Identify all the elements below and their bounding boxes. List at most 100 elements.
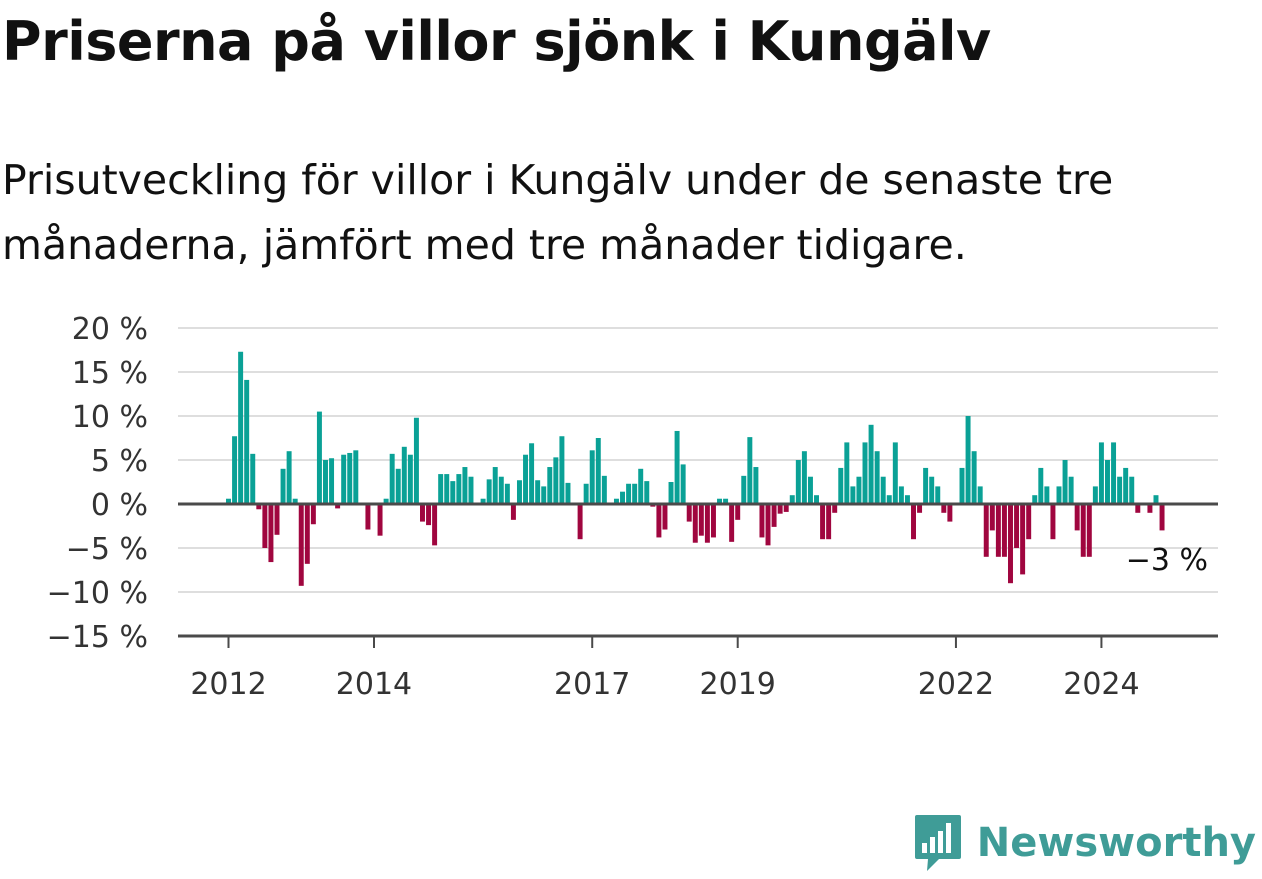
bar [389, 453, 395, 504]
bar [268, 504, 274, 563]
bar [807, 476, 813, 504]
bar [1147, 504, 1153, 513]
bar [286, 451, 292, 504]
last-value-label: −3 % [1126, 543, 1208, 578]
bar [826, 504, 832, 540]
bar [1032, 495, 1038, 504]
bar [989, 504, 995, 531]
bar [529, 443, 535, 504]
bar [662, 504, 668, 530]
bar [510, 504, 516, 520]
bar [729, 504, 735, 542]
bar [595, 438, 601, 504]
bar [1020, 504, 1026, 575]
bar [498, 476, 504, 504]
bar [959, 467, 965, 504]
bar [523, 454, 529, 504]
bar [256, 504, 262, 510]
bar [292, 498, 298, 504]
bar [965, 416, 971, 504]
bar [565, 482, 571, 504]
bar [347, 452, 353, 504]
bar [801, 451, 807, 504]
bar [638, 468, 644, 504]
bar [983, 504, 989, 557]
bar [480, 498, 486, 504]
bar [395, 468, 401, 504]
bar [250, 453, 256, 504]
bar [583, 483, 589, 504]
bar [941, 504, 947, 513]
bar [929, 476, 935, 504]
bar [432, 504, 438, 546]
bar [462, 467, 468, 504]
x-tick-label: 2019 [700, 667, 776, 702]
bar [1086, 504, 1092, 557]
bar [413, 417, 419, 504]
bar [547, 467, 553, 504]
bar [280, 468, 286, 504]
bar [880, 476, 886, 504]
bar [262, 504, 268, 548]
bar [426, 504, 432, 526]
bar [553, 457, 559, 504]
y-tick-label: 0 % [91, 488, 148, 523]
bar [323, 460, 328, 504]
bar [450, 481, 456, 504]
bar [789, 495, 795, 504]
bar [1056, 486, 1062, 504]
bar [741, 475, 747, 504]
bar [838, 467, 844, 504]
bar [686, 504, 692, 522]
bar [316, 411, 322, 504]
bar [971, 451, 977, 504]
bar [814, 495, 819, 504]
bar [710, 504, 716, 538]
bar [1044, 486, 1050, 504]
bar [1074, 504, 1080, 531]
bar [541, 486, 547, 504]
bar [1026, 504, 1032, 540]
bar [304, 504, 310, 564]
bar [698, 504, 704, 536]
bar [898, 486, 904, 504]
bar [704, 504, 710, 543]
bar [1105, 460, 1110, 504]
x-tick-label: 2017 [554, 667, 630, 702]
bar [820, 504, 826, 540]
bar [911, 504, 916, 540]
bar [516, 480, 522, 504]
bar [856, 476, 862, 504]
bar [1001, 504, 1007, 557]
bar [692, 504, 698, 543]
bar [735, 504, 741, 520]
x-tick-label: 2014 [336, 667, 412, 702]
bar [577, 504, 583, 540]
bar [656, 504, 662, 538]
bar [668, 482, 674, 504]
bar [407, 454, 413, 504]
brand-name: Newsworthy [976, 820, 1256, 866]
brand-logo: Newsworthy [913, 813, 1256, 873]
bar [862, 442, 868, 504]
y-tick-label: −15 % [47, 620, 148, 655]
bar [832, 504, 838, 513]
bar [613, 498, 619, 504]
chart-title: Priserna på villor sjönk i Kungälv [2, 10, 991, 73]
bar [1129, 476, 1135, 504]
bar [238, 351, 244, 504]
bar [1050, 504, 1056, 540]
bar [1038, 467, 1044, 504]
bar [632, 483, 638, 504]
bar [353, 450, 359, 504]
bar [886, 495, 892, 504]
bar [771, 504, 777, 527]
bar [977, 486, 983, 504]
chart-subtitle: Prisutveckling för villor i Kungälv unde… [2, 156, 1114, 269]
bar [717, 498, 723, 504]
bar [1080, 504, 1086, 557]
bar [1098, 442, 1104, 504]
axis-labels: 20 % 15 % 10 % 5 % 0 % −5 % −10 % −15 % 2012 2014… [47, 312, 1208, 702]
y-tick-label: 5 % [91, 444, 148, 479]
